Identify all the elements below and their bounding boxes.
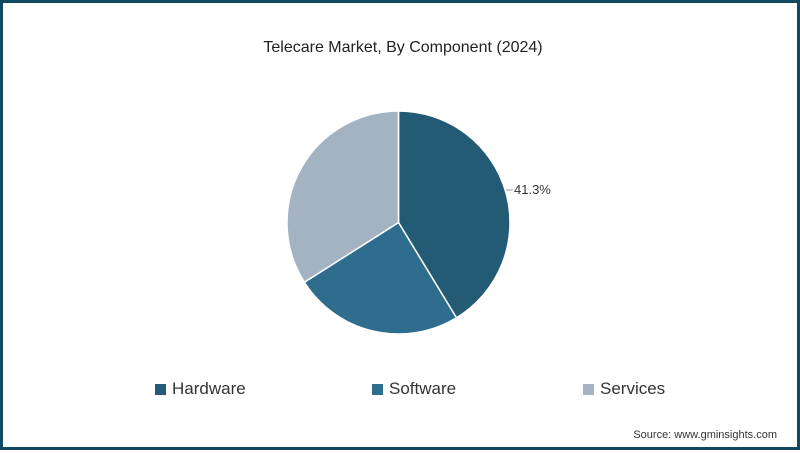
legend: Hardware Software Services bbox=[3, 379, 800, 401]
legend-label: Hardware bbox=[172, 379, 246, 398]
legend-label: Services bbox=[600, 379, 666, 398]
source-note: Source: www.gminsights.com bbox=[633, 429, 777, 441]
legend-swatch-icon bbox=[372, 383, 383, 395]
pie-slice-hardware bbox=[397, 110, 511, 319]
legend-item-software: Software bbox=[372, 379, 456, 399]
pie-slice-software bbox=[303, 221, 458, 335]
pie-chart: 41.3% bbox=[286, 110, 551, 335]
pie-slices bbox=[286, 110, 511, 335]
legend-item-hardware: Hardware bbox=[155, 379, 246, 399]
chart-title: Telecare Market, By Component (2024) bbox=[263, 39, 543, 56]
legend-item-services: Services bbox=[583, 379, 665, 399]
legend-label: Software bbox=[389, 379, 457, 398]
legend-swatch-icon bbox=[583, 383, 594, 395]
pie-slice-services bbox=[286, 110, 400, 284]
legend-swatch-icon bbox=[155, 383, 166, 395]
hardware-pct-label: 41.3% bbox=[514, 182, 551, 197]
